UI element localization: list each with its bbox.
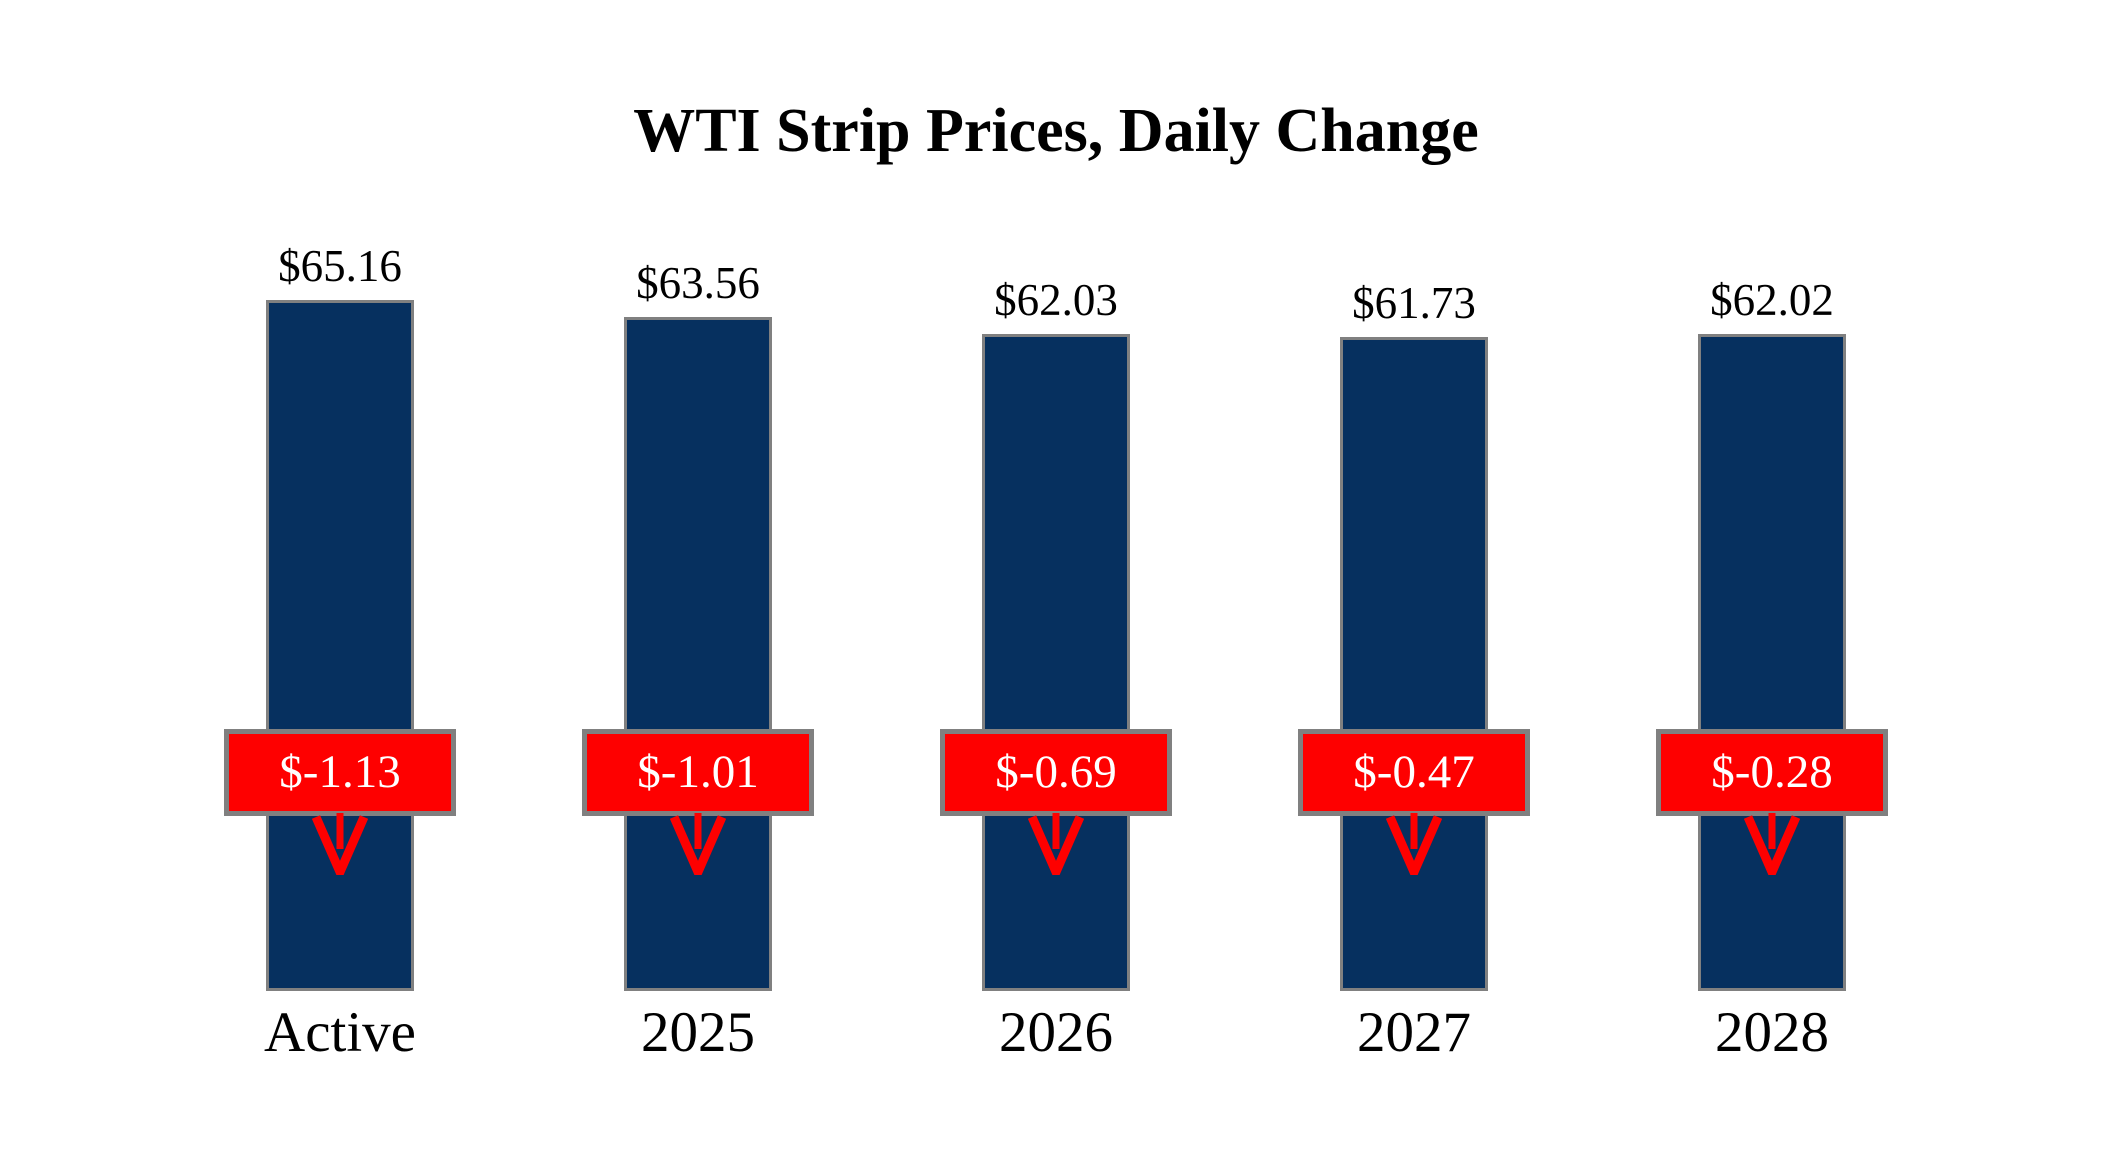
price-label: $63.56 — [636, 258, 760, 308]
daily-change-box: $-0.69 — [940, 729, 1172, 816]
daily-change-box: $-1.13 — [224, 729, 456, 816]
price-label: $62.02 — [1710, 275, 1834, 325]
category-label: Active — [264, 1001, 416, 1064]
category-label: 2028 — [1715, 1001, 1829, 1064]
bar-2028 — [1698, 334, 1846, 991]
bar-2027 — [1340, 337, 1488, 991]
daily-change-value: $-0.28 — [1711, 746, 1833, 798]
daily-change-value: $-0.69 — [995, 746, 1117, 798]
price-label: $61.73 — [1352, 278, 1476, 328]
daily-change-value: $-0.47 — [1353, 746, 1475, 798]
down-arrow-icon — [1385, 813, 1443, 884]
bar-2025 — [624, 317, 772, 991]
price-label: $65.16 — [278, 241, 402, 291]
daily-change-box: $-1.01 — [582, 729, 814, 816]
daily-change-value: $-1.01 — [637, 746, 759, 798]
daily-change-value: $-1.13 — [279, 746, 401, 798]
bar-2026 — [982, 334, 1130, 991]
daily-change-box: $-0.28 — [1656, 729, 1888, 816]
price-label: $62.03 — [994, 275, 1118, 325]
category-label: 2027 — [1357, 1001, 1471, 1064]
daily-change-box: $-0.47 — [1298, 729, 1530, 816]
down-arrow-icon — [1743, 813, 1801, 884]
down-arrow-icon — [311, 813, 369, 884]
bar-active — [266, 300, 414, 991]
category-label: 2025 — [641, 1001, 755, 1064]
down-arrow-icon — [1027, 813, 1085, 884]
chart-title: WTI Strip Prices, Daily Change — [633, 97, 1479, 165]
category-label: 2026 — [999, 1001, 1113, 1064]
down-arrow-icon — [669, 813, 727, 884]
